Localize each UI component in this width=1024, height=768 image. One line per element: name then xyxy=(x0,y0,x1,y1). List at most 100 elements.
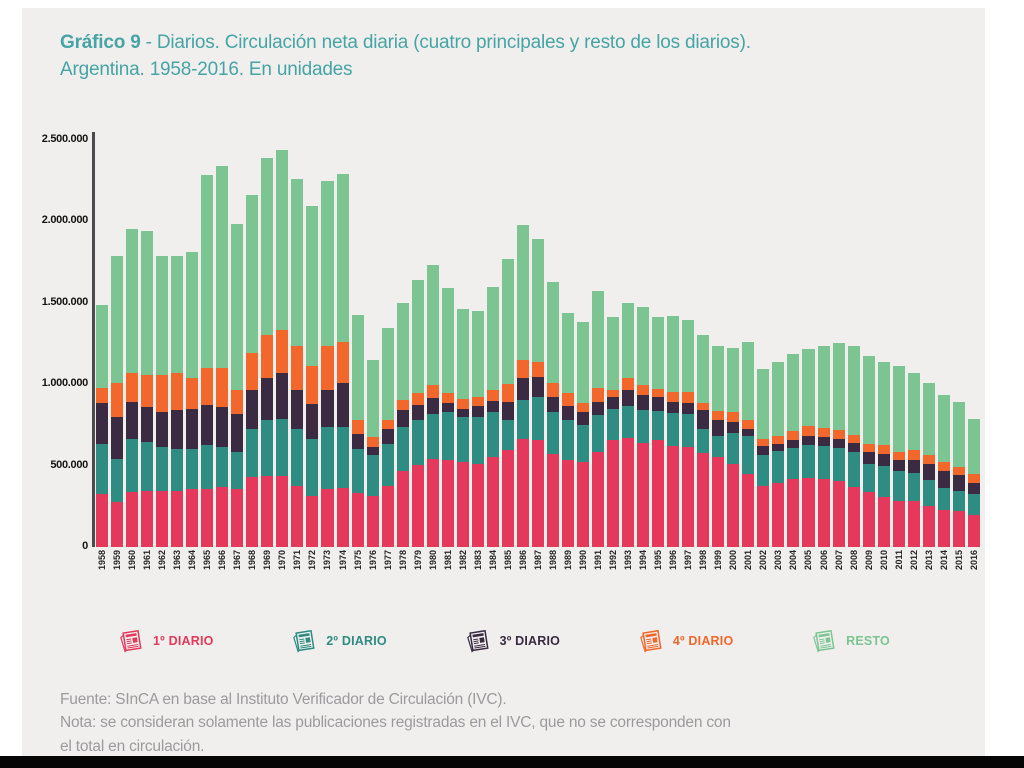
segment xyxy=(396,302,409,401)
segment xyxy=(261,475,274,547)
segment xyxy=(261,158,274,335)
x-tick-label: 1974 xyxy=(337,550,348,571)
segment xyxy=(577,322,590,404)
segment xyxy=(892,452,905,460)
segment xyxy=(486,400,499,412)
x-tick-cell: 1997 xyxy=(682,550,694,588)
x-tick-cell: 1966 xyxy=(216,550,228,588)
x-tick-cell: 1971 xyxy=(291,550,303,588)
bar-1969 xyxy=(261,158,274,547)
segment xyxy=(246,389,259,429)
segment xyxy=(622,437,635,547)
segment xyxy=(231,413,244,453)
segment xyxy=(546,282,559,383)
segment xyxy=(516,438,529,547)
segment xyxy=(907,449,920,461)
x-tick-label: 1969 xyxy=(262,550,273,571)
segment xyxy=(501,259,514,384)
x-tick-cell: 1991 xyxy=(592,550,604,588)
segment xyxy=(742,473,755,547)
bar-1982 xyxy=(456,308,469,547)
segment xyxy=(667,446,680,547)
x-tick-cell: 1988 xyxy=(547,550,559,588)
segment xyxy=(682,447,695,547)
x-tick-label: 1958 xyxy=(97,550,108,571)
segment xyxy=(607,408,620,440)
x-tick-label: 2014 xyxy=(938,550,949,571)
bar-1987 xyxy=(531,239,544,547)
segment xyxy=(531,239,544,362)
bar-1974 xyxy=(336,173,349,547)
segment xyxy=(892,470,905,502)
segment xyxy=(937,510,950,547)
segment xyxy=(787,439,800,448)
segment xyxy=(501,383,514,402)
segment xyxy=(787,447,800,479)
x-tick-cell: 1973 xyxy=(321,550,333,588)
segment xyxy=(396,400,409,411)
bar-1966 xyxy=(216,165,229,547)
segment xyxy=(291,485,304,547)
segment xyxy=(817,345,830,429)
bar-1968 xyxy=(246,195,259,547)
x-tick-label: 1996 xyxy=(668,550,679,571)
segment xyxy=(847,443,860,453)
segment xyxy=(411,405,424,421)
segment xyxy=(637,443,650,547)
segment xyxy=(847,486,860,547)
segment xyxy=(727,463,740,547)
segment xyxy=(201,405,214,446)
segment xyxy=(186,378,199,409)
segment xyxy=(111,416,124,459)
bar-2009 xyxy=(862,355,875,547)
bar-2011 xyxy=(892,365,905,547)
segment xyxy=(336,487,349,547)
x-tick-label: 1964 xyxy=(187,550,198,571)
segment xyxy=(96,493,109,547)
segment xyxy=(186,488,199,547)
segment xyxy=(622,378,635,390)
segment xyxy=(592,388,605,402)
segment xyxy=(141,230,154,375)
segment xyxy=(952,474,965,492)
segment xyxy=(141,406,154,443)
segment xyxy=(772,362,785,437)
source-note-line-3: el total en circulación. xyxy=(60,737,205,755)
x-tick-label: 1998 xyxy=(698,550,709,571)
segment xyxy=(952,467,965,475)
x-tick-label: 2012 xyxy=(908,550,919,571)
segment xyxy=(697,410,710,429)
x-tick-cell: 1998 xyxy=(697,550,709,588)
x-tick-cell: 1969 xyxy=(261,550,273,588)
x-tick-label: 1992 xyxy=(608,550,619,571)
x-tick-label: 1960 xyxy=(127,550,138,571)
x-tick-label: 1997 xyxy=(683,550,694,571)
segment xyxy=(862,355,875,445)
x-tick-cell: 1986 xyxy=(517,550,529,588)
y-tick-label: 2.500.000 xyxy=(41,133,89,145)
x-tick-label: 1990 xyxy=(578,550,589,571)
x-tick-label: 1959 xyxy=(112,550,123,571)
segment xyxy=(426,458,439,547)
x-tick-cell: 1984 xyxy=(487,550,499,588)
x-tick-label: 1994 xyxy=(638,550,649,571)
x-tick-label: 1967 xyxy=(232,550,243,571)
segment xyxy=(877,445,890,455)
x-tick-label: 2011 xyxy=(893,550,904,570)
x-tick-cell: 1981 xyxy=(442,550,454,588)
segment xyxy=(471,406,484,417)
x-tick-label: 1970 xyxy=(277,550,288,571)
bar-2007 xyxy=(832,343,845,547)
x-tick-cell: 1962 xyxy=(156,550,168,588)
segment xyxy=(276,373,289,419)
segment xyxy=(306,365,319,405)
bar-1978 xyxy=(396,302,409,547)
bar-2010 xyxy=(877,362,890,547)
bar-2013 xyxy=(922,383,935,547)
x-tick-cell: 1963 xyxy=(171,550,183,588)
segment xyxy=(126,228,139,374)
x-tick-cell: 1982 xyxy=(457,550,469,588)
segment xyxy=(201,175,214,369)
segment xyxy=(652,396,665,411)
bar-1994 xyxy=(637,306,650,547)
